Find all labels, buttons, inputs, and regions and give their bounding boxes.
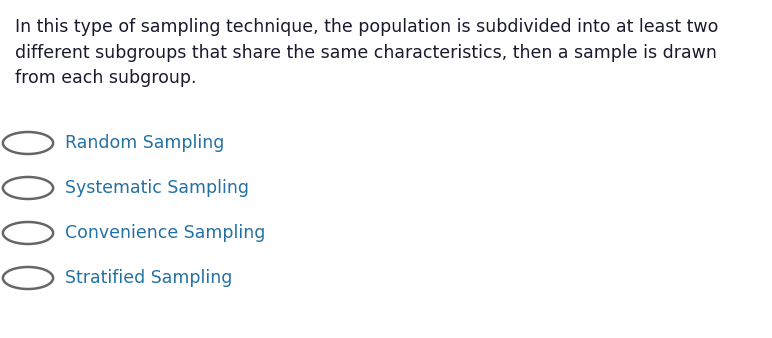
Ellipse shape — [3, 132, 53, 154]
Ellipse shape — [3, 267, 53, 289]
Ellipse shape — [3, 222, 53, 244]
Text: Convenience Sampling: Convenience Sampling — [65, 224, 266, 242]
Text: Stratified Sampling: Stratified Sampling — [65, 269, 232, 287]
Text: Random Sampling: Random Sampling — [65, 134, 225, 152]
Text: Systematic Sampling: Systematic Sampling — [65, 179, 249, 197]
Text: In this type of sampling technique, the population is subdivided into at least t: In this type of sampling technique, the … — [15, 18, 719, 88]
Ellipse shape — [3, 177, 53, 199]
